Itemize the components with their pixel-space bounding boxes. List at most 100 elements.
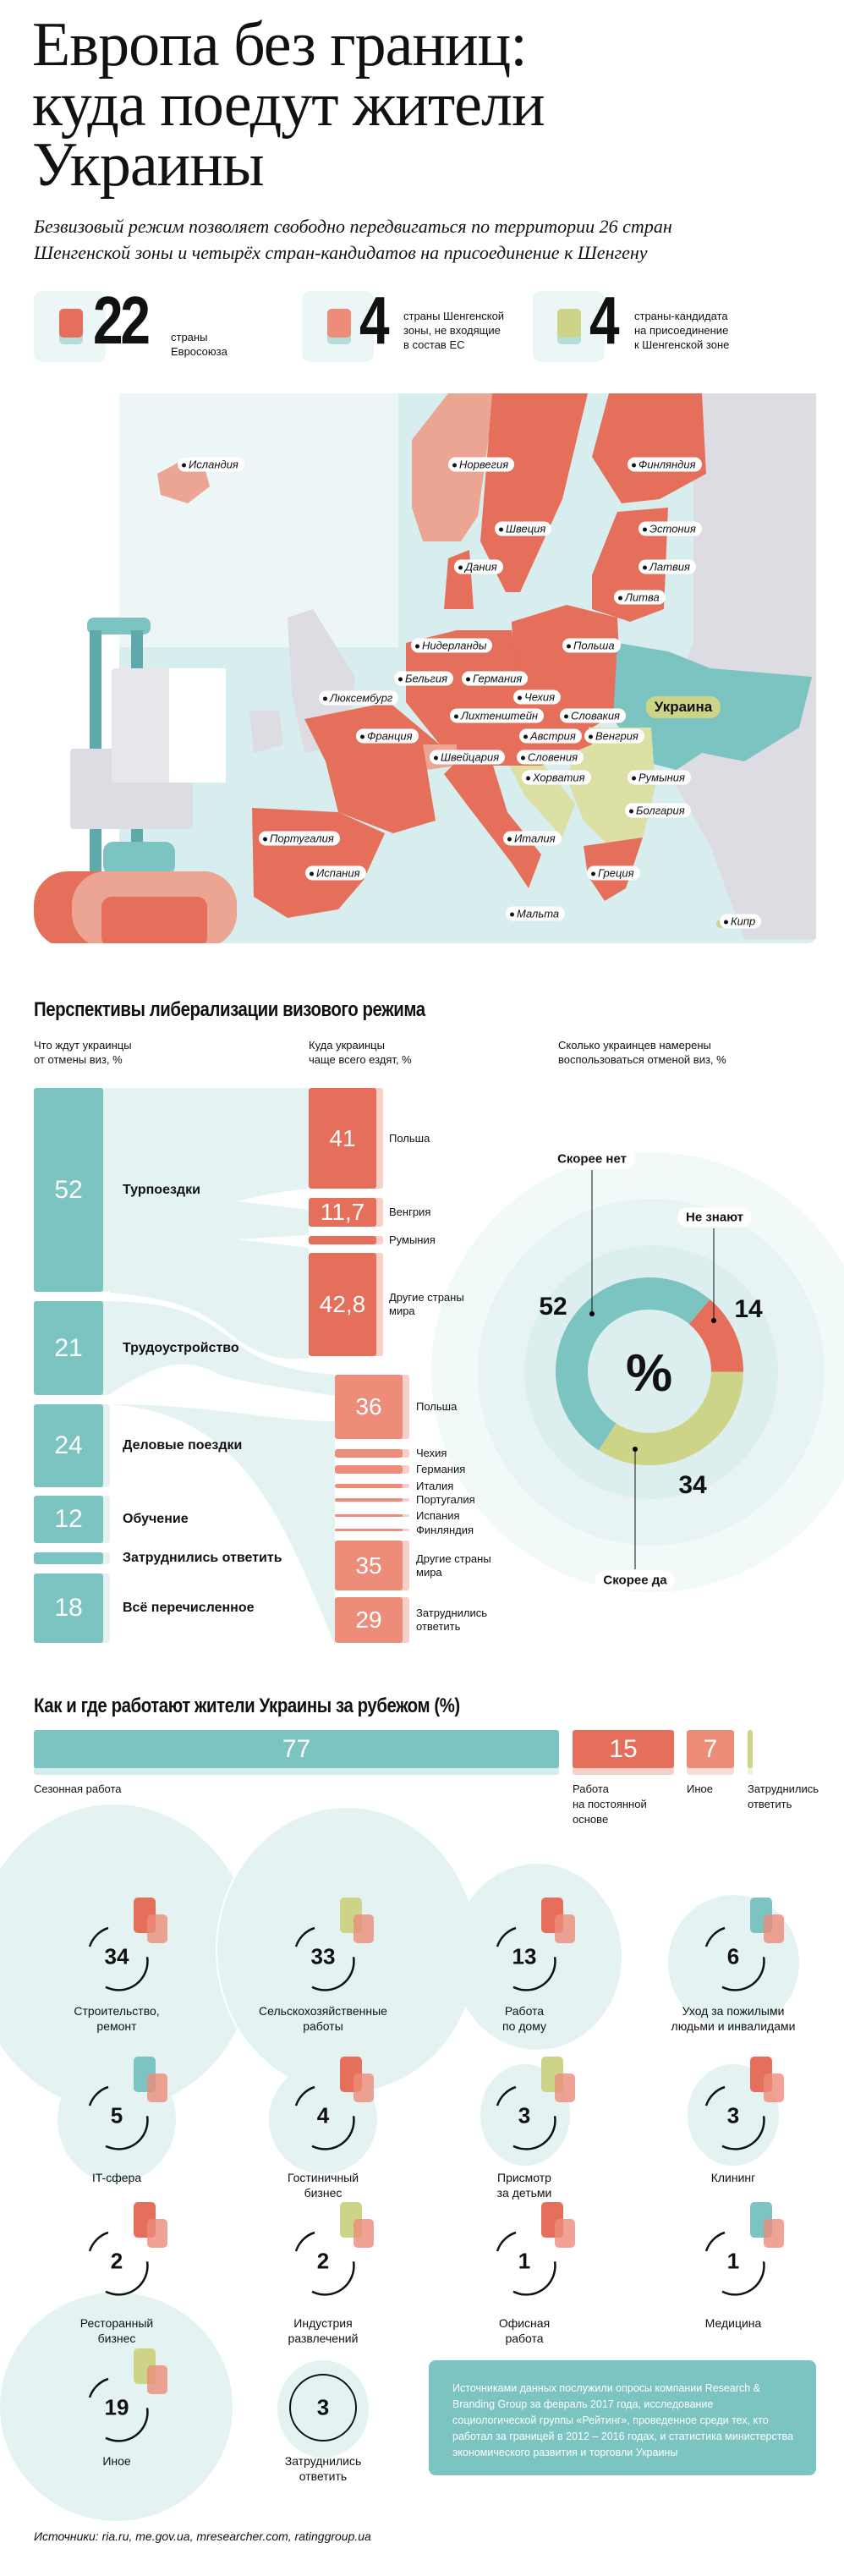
- wheelchair-pills-icon: [750, 1898, 784, 1943]
- tourism-destination-bar: 41: [309, 1088, 376, 1189]
- category-label: Сельскохозяйственные работы: [259, 2004, 387, 2033]
- bubble-other: [0, 2293, 233, 2521]
- work-destination-label: Затруднились ответить: [416, 1607, 488, 1633]
- map-country-label: Румыния: [628, 770, 691, 785]
- category-label: Затруднились ответить: [284, 2454, 362, 2483]
- ring-icon: [88, 2231, 149, 2296]
- ring-icon: [289, 2374, 357, 2441]
- stethoscope-icon: [750, 2202, 784, 2248]
- schengen-legend-swatch: [327, 309, 351, 338]
- map-country-label: Мальта: [506, 906, 566, 921]
- category-value: 34: [104, 1943, 129, 1969]
- category-value: 3: [518, 2102, 531, 2128]
- expectation-bar: 18: [34, 1574, 103, 1643]
- ring-icon: [704, 2231, 765, 2296]
- ring-icon: [496, 2085, 556, 2150]
- map-country-label: Латвия: [638, 559, 696, 574]
- tourism-destination-label: Венгрия: [389, 1206, 431, 1218]
- donut-value-yes: 34: [678, 1471, 707, 1499]
- stat-schengen-label: страны Шенгенской зоны, не входящие в со…: [403, 310, 505, 351]
- work-destination-bar: [335, 1484, 403, 1488]
- ring-icon: [704, 2085, 765, 2150]
- category-label: Гостиничный бизнес: [287, 2171, 359, 2200]
- map-country-label: Литва: [614, 590, 666, 605]
- category-value: 3: [726, 2102, 740, 2128]
- col-header-intentions: Сколько украинцев намерены воспользовать…: [558, 1039, 726, 1066]
- map-country-label: Кипр: [720, 914, 762, 929]
- finland-shape: [592, 393, 706, 503]
- sweden-shape: [480, 393, 588, 592]
- stat-eu-count: 22: [93, 283, 151, 358]
- donut-label-unknown: Не знают: [677, 1207, 752, 1228]
- map-country-label: Испания: [305, 865, 366, 881]
- expectation-label: Всё перечисленное: [123, 1601, 255, 1615]
- map-country-label: Словения: [517, 750, 584, 765]
- stroller-pacifier-icon: [541, 2057, 575, 2102]
- ring-icon: [88, 1926, 149, 1991]
- donut-value-no: 52: [539, 1293, 567, 1321]
- ukraine-label: Украина: [645, 696, 721, 718]
- sources-footer: Источники: ria.ru, me.gov.ua, mresearche…: [34, 2529, 371, 2543]
- work-destination-bar: [335, 1449, 403, 1458]
- map-country-label: Бельгия: [394, 671, 454, 686]
- stat-candidate-label: страны-кандидата на присоединение к Шенг…: [634, 310, 730, 351]
- category-label: Иное: [102, 2454, 131, 2468]
- tourism-destination-label: Другие страны мира: [389, 1291, 464, 1317]
- work-destination-label: Португалия: [416, 1493, 475, 1506]
- italy-shape: [444, 757, 541, 888]
- stat-schengen-count: 4: [359, 283, 390, 358]
- category-value: 2: [110, 2248, 123, 2274]
- map-country-label: Хорватия: [522, 770, 591, 785]
- map-country-label: Болгария: [625, 803, 691, 818]
- category-label: Ресторанный бизнес: [79, 2316, 154, 2345]
- subtitle: Безвизовый режим позволяет свободно пере…: [34, 216, 672, 263]
- work-destination-bar: 35: [335, 1541, 403, 1590]
- map-country-label: Словакия: [560, 708, 626, 723]
- work-destination-label: Другие страны мира: [416, 1552, 491, 1579]
- computer-keyboard-icon: [134, 2057, 167, 2102]
- map-country-label: Италия: [503, 831, 562, 846]
- work-destination-bar: [335, 1529, 403, 1531]
- ring-icon: [88, 2085, 149, 2150]
- candidate-legend-swatch: [557, 309, 581, 338]
- bar-label-other: Иное: [687, 1782, 713, 1795]
- expectation-bar: 12: [34, 1496, 103, 1543]
- map-country-label: Люксембург: [319, 690, 399, 706]
- ring-icon: [496, 2231, 556, 2296]
- ring-icon: [294, 2085, 355, 2150]
- suitcase-towel-icon: [340, 2057, 374, 2102]
- map-country-label: Исландия: [178, 457, 244, 472]
- expectation-label: Турпоездки: [123, 1182, 200, 1197]
- harvester-wheat-icon: [340, 1898, 374, 1943]
- donut-label-no: Скорее нет: [549, 1149, 635, 1169]
- category-label: Строительство, ремонт: [74, 2004, 160, 2033]
- stat-eu-label: страны Евросоюза: [171, 331, 227, 358]
- stat-candidate-count: 4: [589, 283, 620, 358]
- expectation-label: Трудоустройство: [123, 1340, 239, 1355]
- map-country-label: Дания: [454, 559, 503, 574]
- map-country-label: Греция: [587, 865, 640, 881]
- bar-label-seasonal: Сезонная работа: [34, 1782, 122, 1795]
- suitcase-illustration: [34, 618, 237, 943]
- bar-undecided: [748, 1730, 753, 1768]
- work-destination-bar: [335, 1498, 403, 1502]
- expectation-bar: [34, 1552, 103, 1564]
- work-destination-bar: 36: [335, 1375, 403, 1439]
- expectation-label: Затруднились ответить: [123, 1551, 282, 1565]
- map-country-label: Германия: [462, 671, 529, 686]
- trowel-bricks-icon: [134, 1898, 167, 1943]
- category-label: Офисная работа: [498, 2316, 551, 2345]
- data-sources-note: Источниками данных послужили опросы комп…: [429, 2360, 816, 2475]
- expectation-label: Деловые поездки: [123, 1438, 243, 1453]
- tray-cutlery-icon: [134, 2202, 167, 2248]
- map-country-label: Эстония: [638, 521, 702, 536]
- map-country-label: Венгрия: [584, 728, 644, 744]
- expectation-label: Обучение: [123, 1512, 189, 1526]
- ring-icon: [88, 2377, 149, 2442]
- visa-section-heading: Перспективы либерализации визового режим…: [34, 998, 425, 1021]
- col-header-destinations: Куда украинцы чаще всего ездят, %: [309, 1039, 412, 1066]
- category-value: 6: [726, 1943, 740, 1969]
- category-value: 33: [310, 1943, 336, 1969]
- page-title: Европа без границ: куда поедут жители Ук…: [32, 10, 545, 200]
- category-label: Индустрия развлечений: [288, 2316, 359, 2345]
